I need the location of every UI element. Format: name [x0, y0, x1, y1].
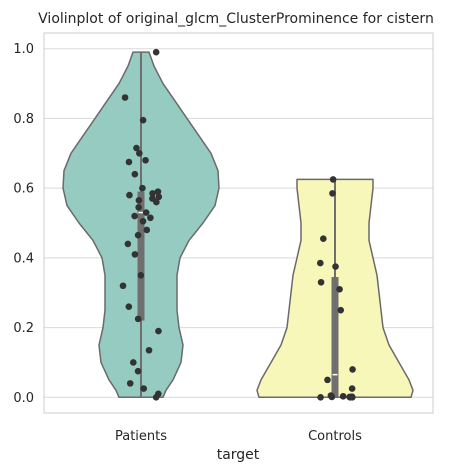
data-point [131, 170, 139, 178]
y-tick-label: 1.0 [13, 42, 34, 57]
data-point [131, 251, 139, 258]
x-tick-label: Patients [115, 429, 167, 444]
data-point [126, 380, 134, 387]
data-point [142, 156, 149, 164]
data-point [139, 116, 147, 124]
data-point [134, 231, 142, 239]
x-axis-label: target [217, 447, 260, 463]
data-point [125, 158, 133, 166]
x-tick-label: Controls [308, 429, 362, 444]
data-point [337, 306, 345, 314]
data-point [139, 184, 146, 192]
data-point [329, 190, 336, 197]
data-point [139, 217, 147, 225]
violins [62, 51, 414, 399]
data-point [349, 366, 356, 373]
data-point [135, 204, 142, 211]
data-point [153, 198, 160, 206]
data-point [328, 393, 336, 401]
chart-title: Violinplot of original_glcm_ClusterPromi… [38, 11, 434, 27]
data-point [329, 176, 337, 183]
y-tick-label: 0.2 [13, 321, 34, 336]
data-point [140, 385, 148, 392]
data-point [137, 271, 145, 279]
data-point [317, 259, 324, 267]
data-point [134, 367, 142, 375]
data-point [142, 209, 150, 216]
data-point [147, 214, 154, 222]
data-point [154, 188, 162, 195]
data-point [155, 327, 162, 335]
data-point [317, 278, 325, 286]
data-point [152, 394, 160, 401]
data-point [135, 197, 143, 204]
data-point [349, 394, 356, 401]
data-point [136, 149, 143, 157]
data-point [125, 303, 133, 310]
data-point [339, 392, 347, 400]
data-point [149, 190, 156, 197]
data-point [126, 191, 133, 199]
x-tick-labels: Patients Controls [115, 429, 362, 444]
data-point [129, 359, 137, 366]
data-point [121, 94, 129, 101]
data-point [317, 394, 324, 401]
data-point [134, 315, 142, 323]
y-tick-label: 0.4 [13, 251, 34, 266]
box-plots [137, 52, 339, 398]
data-point [320, 235, 327, 242]
data-point [332, 263, 339, 270]
data-point [324, 376, 331, 384]
data-point [131, 212, 138, 220]
data-point [155, 193, 163, 201]
data-point [119, 282, 127, 290]
data-point [124, 240, 132, 248]
data-point [133, 144, 140, 152]
data-point [145, 346, 153, 354]
data-point [336, 285, 343, 293]
y-tick-labels: 0.0 0.2 0.4 0.6 0.8 1.0 [13, 42, 34, 406]
y-tick-label: 0.8 [13, 112, 34, 127]
data-points [119, 48, 356, 401]
plot-frame [43, 32, 434, 414]
data-point [143, 226, 151, 234]
box-iqr [331, 277, 339, 398]
data-point [348, 385, 356, 392]
y-tick-label: 0.6 [13, 182, 34, 197]
y-tick-label: 0.0 [13, 391, 34, 406]
box-iqr [137, 191, 145, 321]
data-point [152, 48, 160, 56]
